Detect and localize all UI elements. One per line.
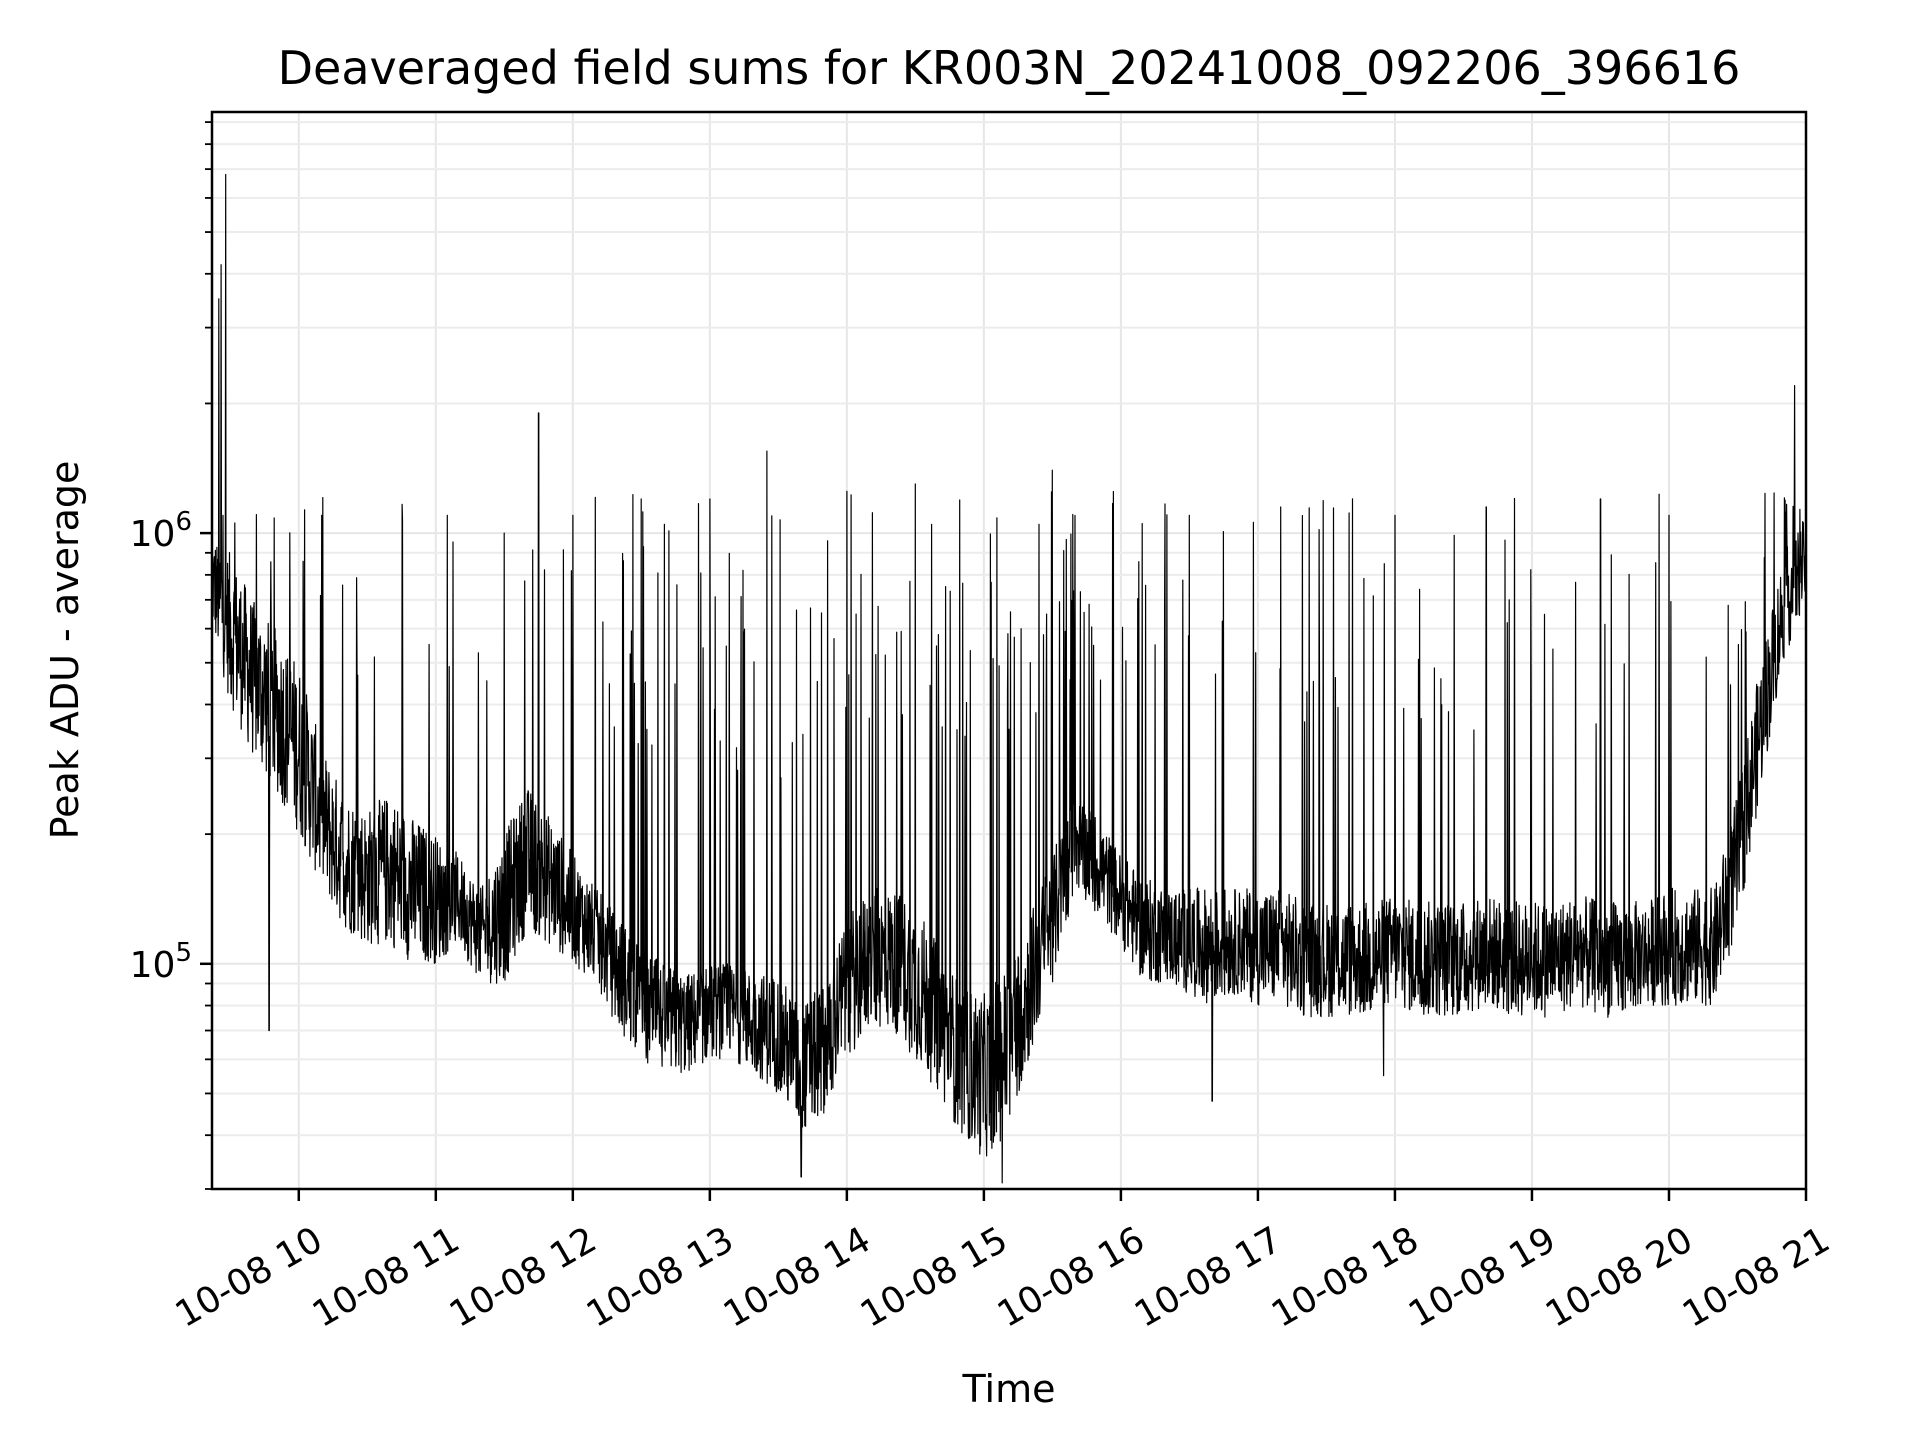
x-tick-label: 10-08 12 [443, 1219, 604, 1335]
x-tick-label: 10-08 10 [169, 1219, 330, 1335]
y-axis-label: Peak ADU - average [43, 461, 87, 840]
x-tick-label: 10-08 11 [306, 1219, 467, 1335]
x-tick-label: 10-08 20 [1539, 1219, 1700, 1335]
plot-area-frame [210, 110, 1808, 1191]
y-tick-label: 106 [130, 507, 192, 555]
series-path [211, 173, 1807, 1184]
x-tick-label: 10-08 18 [1265, 1219, 1426, 1335]
x-tick-label: 10-08 14 [717, 1219, 878, 1335]
x-tick-label: 10-08 16 [991, 1219, 1152, 1335]
x-tick-label: 10-08 19 [1402, 1219, 1563, 1335]
x-tick-label: 10-08 13 [580, 1219, 741, 1335]
x-tick-label: 10-08 15 [854, 1219, 1015, 1335]
x-tick-label: 10-08 21 [1676, 1219, 1837, 1335]
series-line [211, 173, 1807, 1184]
chart-title: Deaveraged field sums for KR003N_2024100… [278, 41, 1741, 95]
y-tick-label: 105 [130, 938, 192, 986]
x-tick-label: 10-08 17 [1128, 1219, 1289, 1335]
x-axis-label: Time [962, 1367, 1056, 1411]
